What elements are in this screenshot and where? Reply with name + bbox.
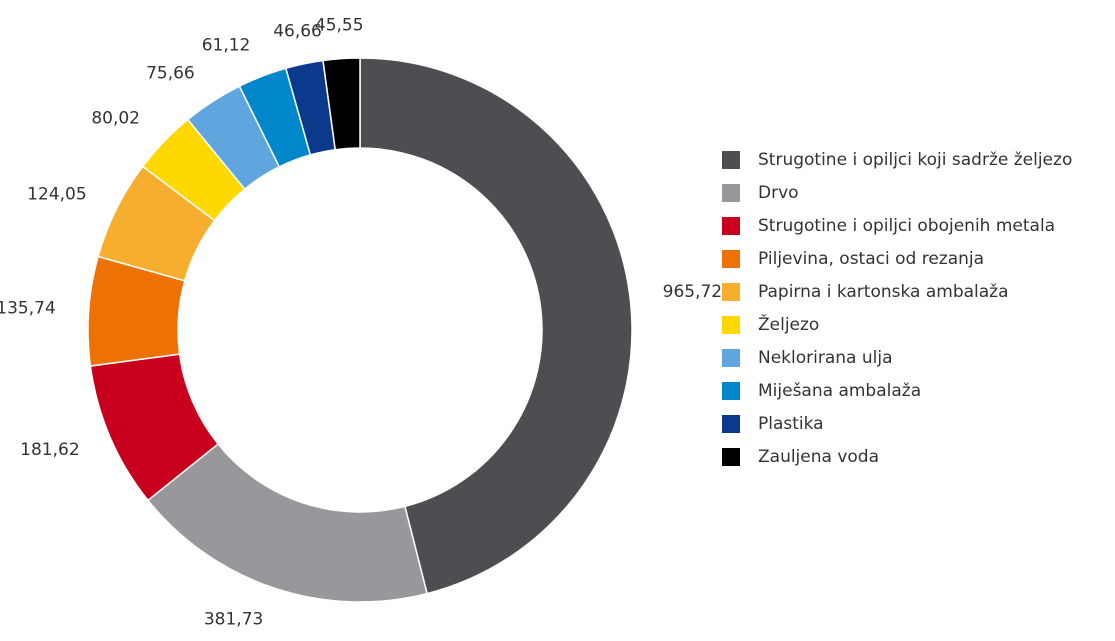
legend-label: Neklorirana ulja [758,348,893,368]
legend-label: Zauljena voda [758,447,879,467]
donut-slice [146,442,429,603]
data-label: 80,02 [91,109,140,129]
data-label: 965,72 [663,282,722,302]
legend-swatch [722,151,740,169]
legend-swatch [722,415,740,433]
legend-swatch [722,382,740,400]
legend-swatch [722,217,740,235]
legend-swatch [722,250,740,268]
data-label: 61,12 [202,35,251,55]
legend-label: Strugotine i opiljci koji sadrže željezo [758,150,1072,170]
legend-label: Piljevina, ostaci od rezanja [758,249,984,269]
donut-slice [359,57,633,595]
legend-swatch [722,349,740,367]
legend-label: Papirna i kartonska ambalaža [758,282,1009,302]
data-label: 124,05 [27,185,86,205]
legend-label: Strugotine i opiljci obojenih metala [758,216,1055,236]
legend-swatch [722,448,740,466]
legend-swatch [722,316,740,334]
legend-label: Miješana ambalaža [758,381,921,401]
legend-swatch [722,283,740,301]
legend-label: Željezo [758,313,819,335]
legend-swatch [722,184,740,202]
legend-label: Drvo [758,183,799,203]
data-label: 381,73 [204,609,263,629]
data-label: 181,62 [20,440,79,460]
data-label: 46,66 [273,21,322,41]
legend-label: Plastika [758,414,824,434]
data-label: 75,66 [146,64,195,84]
data-label: 135,74 [0,299,56,319]
data-label: 45,55 [315,16,364,36]
donut-slice [322,57,361,151]
